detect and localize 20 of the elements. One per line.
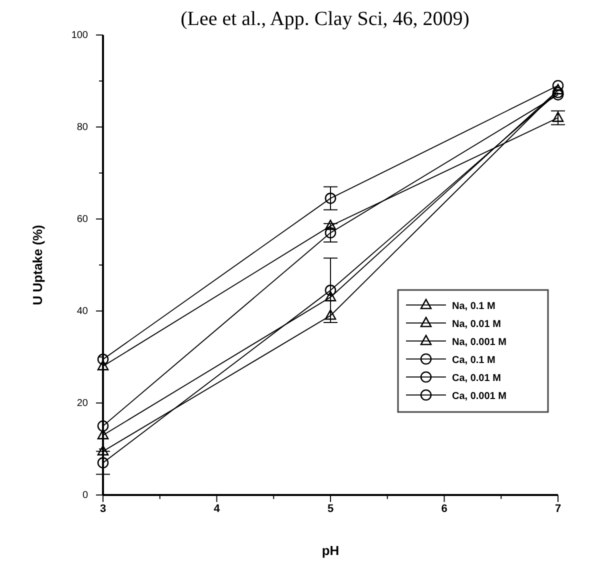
x-tick-label: 4 bbox=[214, 502, 221, 515]
y-tick-label: 0 bbox=[82, 490, 88, 502]
y-tick-label: 100 bbox=[71, 30, 88, 42]
legend-label: Na, 0.1 M bbox=[452, 301, 496, 312]
x-tick-label: 5 bbox=[327, 502, 334, 515]
x-tick-label: 7 bbox=[554, 502, 562, 515]
legend-label: Ca, 0.001 M bbox=[452, 391, 506, 402]
y-tick-label: 40 bbox=[76, 306, 88, 318]
legend-label: Na, 0.001 M bbox=[452, 337, 506, 348]
text: (Lee et al., App. Clay Sci, 46, 2009) bbox=[180, 8, 470, 30]
legend-label: Ca, 0.01 M bbox=[452, 373, 501, 384]
legend-label: Ca, 0.1 M bbox=[452, 355, 496, 366]
y-tick-label: 60 bbox=[76, 214, 88, 226]
x-tick-label: 6 bbox=[441, 502, 448, 515]
x-axis-title: pH bbox=[322, 543, 340, 558]
legend-label: Na, 0.01 M bbox=[452, 319, 501, 330]
x-tick-label: 3 bbox=[100, 502, 106, 515]
y-tick-label: 80 bbox=[76, 122, 88, 134]
y-tick-label: 20 bbox=[76, 398, 88, 410]
y-axis-title: U Uptake (%) bbox=[30, 224, 45, 306]
